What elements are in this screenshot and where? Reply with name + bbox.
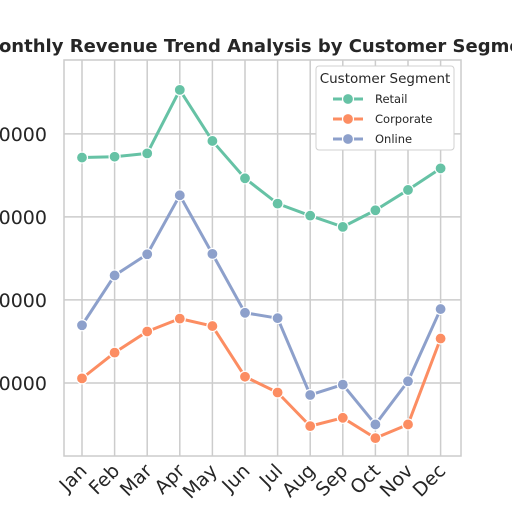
series-group bbox=[75, 83, 447, 445]
data-point bbox=[108, 346, 121, 359]
series-online bbox=[75, 189, 447, 431]
data-point bbox=[271, 312, 284, 325]
x-tick-label: May bbox=[179, 460, 222, 503]
data-point bbox=[336, 411, 349, 424]
legend-label: Retail bbox=[375, 92, 408, 106]
data-point bbox=[141, 248, 154, 261]
y-tick-label: 10000 bbox=[0, 373, 47, 395]
legend-marker bbox=[341, 132, 355, 146]
x-tick-label: Sep bbox=[311, 460, 352, 501]
data-point bbox=[434, 162, 447, 175]
y-tick-label: 20000 bbox=[0, 290, 47, 312]
data-point bbox=[336, 378, 349, 391]
data-point bbox=[75, 151, 89, 164]
y-tick-labels: 10000 20000 30000 40000 bbox=[0, 124, 47, 395]
x-tick-label: Oct bbox=[346, 460, 385, 499]
x-tick-label: Mar bbox=[116, 460, 157, 501]
legend-marker bbox=[341, 112, 355, 126]
legend-label: Online bbox=[375, 132, 412, 146]
data-point bbox=[238, 370, 252, 383]
data-point bbox=[173, 189, 186, 202]
data-point bbox=[238, 306, 252, 319]
x-tick-label: Jun bbox=[217, 460, 254, 497]
data-point bbox=[369, 432, 382, 445]
data-point bbox=[238, 172, 252, 185]
legend: Customer Segment Retail Corporate Online bbox=[315, 65, 455, 151]
data-point bbox=[271, 386, 284, 399]
data-point bbox=[206, 247, 219, 260]
series-retail bbox=[75, 83, 447, 233]
data-point bbox=[336, 220, 349, 233]
x-tick-label: Feb bbox=[85, 460, 124, 499]
y-tick-label: 40000 bbox=[0, 124, 47, 146]
x-tick-label: Nov bbox=[376, 460, 418, 502]
data-point bbox=[369, 204, 382, 217]
x-tick-label: Aug bbox=[278, 460, 320, 502]
legend-label: Corporate bbox=[375, 112, 433, 126]
data-point bbox=[206, 134, 219, 148]
x-tick-label: Dec bbox=[409, 460, 451, 502]
data-point bbox=[271, 197, 284, 210]
data-point bbox=[108, 150, 121, 163]
data-point bbox=[434, 302, 447, 316]
series-line bbox=[80, 193, 443, 426]
series-corporate bbox=[75, 312, 447, 445]
data-point bbox=[206, 319, 219, 333]
data-point bbox=[75, 319, 89, 332]
data-point bbox=[75, 372, 89, 385]
data-point bbox=[401, 418, 415, 431]
data-point bbox=[434, 332, 447, 345]
data-point bbox=[141, 147, 154, 160]
data-point bbox=[401, 375, 415, 388]
data-point bbox=[304, 209, 317, 222]
data-point bbox=[304, 420, 317, 433]
data-point bbox=[401, 183, 415, 197]
data-point bbox=[141, 325, 154, 338]
x-tick-label: Jan bbox=[55, 460, 92, 497]
legend-marker bbox=[341, 92, 355, 106]
data-point bbox=[369, 418, 382, 431]
data-point bbox=[173, 312, 186, 325]
data-point bbox=[304, 388, 317, 402]
data-point bbox=[108, 269, 121, 282]
y-tick-label: 30000 bbox=[0, 207, 47, 229]
chart-title: Monthly Revenue Trend Analysis by Custom… bbox=[0, 36, 512, 57]
data-point bbox=[173, 83, 186, 96]
legend-title: Customer Segment bbox=[320, 71, 451, 87]
legend-box bbox=[315, 65, 455, 151]
